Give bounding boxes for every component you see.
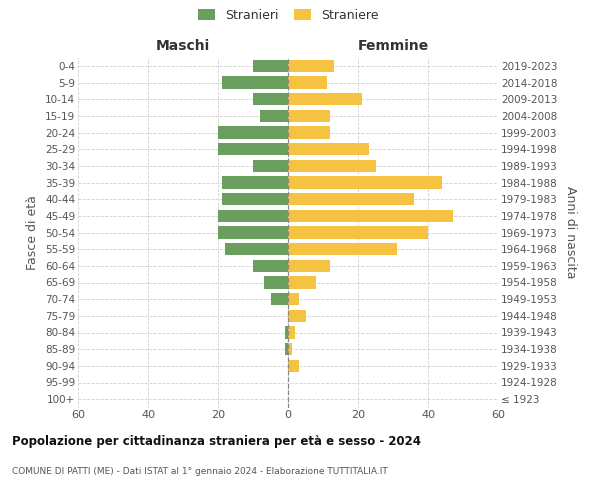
Bar (288, 226, 428, 239)
Bar (288, 60, 334, 72)
Bar (253, 260, 288, 272)
Bar (253, 93, 288, 106)
Bar (288, 176, 442, 189)
Bar (253, 160, 288, 172)
Bar (288, 260, 330, 272)
Bar (288, 243, 397, 256)
Bar (221, 193, 288, 205)
Legend: Stranieri, Straniere: Stranieri, Straniere (195, 6, 381, 24)
Bar (288, 310, 305, 322)
Bar (218, 210, 288, 222)
Y-axis label: Fasce di età: Fasce di età (26, 195, 40, 270)
Bar (284, 343, 288, 355)
Text: COMUNE DI PATTI (ME) - Dati ISTAT al 1° gennaio 2024 - Elaborazione TUTTITALIA.I: COMUNE DI PATTI (ME) - Dati ISTAT al 1° … (12, 468, 388, 476)
Bar (288, 76, 326, 89)
Bar (253, 60, 288, 72)
Bar (288, 276, 316, 289)
Bar (288, 143, 368, 156)
Bar (284, 326, 288, 339)
Bar (288, 360, 299, 372)
Bar (288, 210, 452, 222)
Bar (288, 293, 299, 306)
Bar (218, 126, 288, 139)
Bar (260, 110, 288, 122)
Bar (288, 126, 330, 139)
Bar (288, 193, 414, 205)
Bar (225, 243, 288, 256)
Bar (288, 93, 361, 106)
Text: Maschi: Maschi (156, 38, 210, 52)
Y-axis label: Anni di nascita: Anni di nascita (564, 186, 577, 279)
Bar (218, 143, 288, 156)
Bar (263, 276, 288, 289)
Bar (288, 326, 295, 339)
Bar (271, 293, 288, 306)
Bar (221, 176, 288, 189)
Text: Femmine: Femmine (358, 38, 428, 52)
Bar (288, 160, 376, 172)
Bar (288, 110, 330, 122)
Bar (218, 226, 288, 239)
Bar (288, 343, 292, 355)
Text: Popolazione per cittadinanza straniera per età e sesso - 2024: Popolazione per cittadinanza straniera p… (12, 435, 421, 448)
Bar (221, 76, 288, 89)
